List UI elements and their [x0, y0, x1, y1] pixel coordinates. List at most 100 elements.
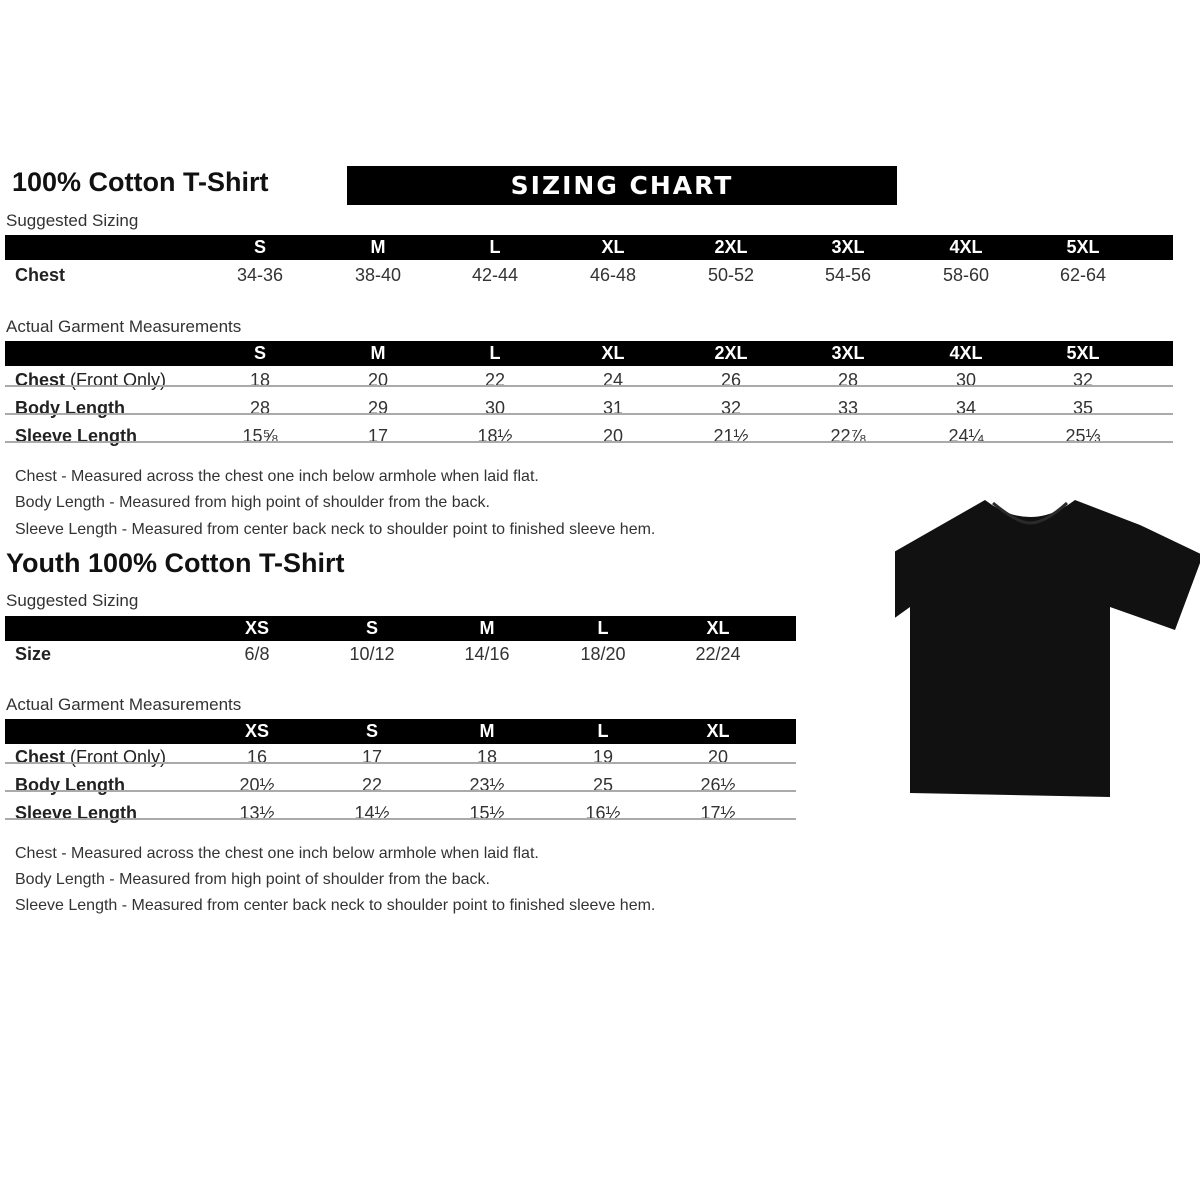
size-header-bar: S M L XL 2XL 3XL 4XL 5XL — [5, 341, 1173, 366]
table-cell: 25⅓ — [1065, 426, 1101, 446]
adult-note-body: Body Length - Measured from high point o… — [15, 494, 490, 511]
table-cell: 17 — [361, 747, 383, 767]
table-cell: 31 — [602, 398, 624, 418]
table-cell: 6/8 — [244, 644, 270, 664]
table-cell: 22 — [361, 775, 383, 795]
row-label-text: Sleeve Length — [15, 803, 138, 823]
table-cell: 13½ — [239, 803, 275, 823]
tshirt-image — [895, 500, 1200, 797]
size-header-bar: S M L XL 2XL 3XL 4XL 5XL — [5, 235, 1173, 260]
table-cell: 17½ — [700, 803, 736, 823]
table-cell: 35 — [1072, 398, 1094, 418]
adult-note-chest: Chest - Measured across the chest one in… — [15, 468, 539, 485]
size-header-l: L — [489, 343, 501, 363]
row-label-text: Body Length — [15, 775, 125, 795]
table-cell: 20 — [367, 370, 389, 390]
row-divider — [5, 385, 1173, 387]
adult-note-sleeve: Sleeve Length - Measured from center bac… — [15, 521, 656, 538]
size-header-m: M — [370, 237, 386, 257]
row-divider — [5, 818, 796, 820]
table-cell: 20 — [602, 426, 624, 446]
size-header-bar: XS S M L XL — [5, 719, 796, 744]
size-header-l: L — [489, 237, 501, 257]
table-cell: 42-44 — [471, 265, 519, 285]
size-header-m: M — [370, 343, 386, 363]
table-cell: 34 — [955, 398, 977, 418]
size-header-xl: XL — [601, 237, 625, 257]
row-label-text: Chest — [15, 747, 66, 767]
size-header-bar: XS S M L XL — [5, 616, 796, 641]
table-cell: 17 — [367, 426, 389, 446]
table-cell: 19 — [592, 747, 614, 767]
table-cell: 32 — [720, 398, 742, 418]
size-header-3xl: 3XL — [831, 237, 865, 257]
size-header-l: L — [597, 721, 609, 741]
table-cell: 24¼ — [948, 426, 984, 446]
row-label-text: Sleeve Length — [15, 426, 138, 446]
table-cell: 32 — [1072, 370, 1094, 390]
row-label: Chest — [15, 265, 65, 286]
sizing-chart-banner: SIZING CHART — [347, 166, 897, 205]
row-label-extra: (Front Only) — [65, 370, 167, 390]
table-cell: 26½ — [700, 775, 736, 795]
row-label: Sleeve Length — [15, 803, 137, 824]
table-cell: 50-52 — [707, 265, 755, 285]
table-cell: 23½ — [469, 775, 505, 795]
table-cell: 22 — [484, 370, 506, 390]
row-divider — [5, 790, 796, 792]
table-cell: 28 — [837, 370, 859, 390]
row-label-text: Chest — [15, 265, 66, 285]
size-header-s: S — [365, 721, 379, 741]
adult-actual-label: Actual Garment Measurements — [6, 317, 242, 336]
youth-title: Youth 100% Cotton T-Shirt — [6, 548, 345, 578]
size-header-xs: XS — [244, 721, 270, 741]
size-header-4xl: 4XL — [949, 343, 983, 363]
table-cell: 28 — [249, 398, 271, 418]
table-cell: 20½ — [239, 775, 275, 795]
youth-actual-label: Actual Garment Measurements — [6, 695, 242, 714]
table-cell: 16 — [246, 747, 268, 767]
row-label-extra: (Front Only) — [65, 747, 167, 767]
table-cell: 25 — [592, 775, 614, 795]
table-cell: 33 — [837, 398, 859, 418]
size-header-xl: XL — [601, 343, 625, 363]
size-header-xs: XS — [244, 618, 270, 638]
youth-suggested-label: Suggested Sizing — [6, 591, 139, 610]
table-cell: 15½ — [469, 803, 505, 823]
row-label-text: Size — [15, 644, 52, 664]
size-header-xl: XL — [706, 618, 730, 638]
table-cell: 14/16 — [464, 644, 510, 664]
size-header-m: M — [479, 721, 495, 741]
table-cell: 34-36 — [236, 265, 284, 285]
table-cell: 58-60 — [942, 265, 990, 285]
row-divider — [5, 762, 796, 764]
table-cell: 38-40 — [354, 265, 402, 285]
table-cell: 18 — [249, 370, 271, 390]
size-header-3xl: 3XL — [831, 343, 865, 363]
row-divider — [5, 413, 1173, 415]
table-cell: 16½ — [585, 803, 621, 823]
youth-note-chest: Chest - Measured across the chest one in… — [15, 845, 539, 862]
adult-title: 100% Cotton T-Shirt — [12, 167, 269, 197]
table-cell: 24 — [602, 370, 624, 390]
row-label: Body Length — [15, 398, 125, 419]
table-cell: 10/12 — [349, 644, 395, 664]
size-header-2xl: 2XL — [714, 237, 748, 257]
size-header-s: S — [365, 618, 379, 638]
table-cell: 18 — [476, 747, 498, 767]
table-cell: 54-56 — [824, 265, 872, 285]
table-cell: 22⅞ — [830, 426, 866, 446]
row-label: Body Length — [15, 775, 125, 796]
table-cell: 18/20 — [580, 644, 626, 664]
youth-note-sleeve: Sleeve Length - Measured from center bac… — [15, 897, 656, 914]
table-cell: 21½ — [713, 426, 749, 446]
table-cell: 62-64 — [1059, 265, 1107, 285]
size-header-l: L — [597, 618, 609, 638]
row-label-text: Chest — [15, 370, 66, 390]
size-header-xl: XL — [706, 721, 730, 741]
table-cell: 46-48 — [589, 265, 637, 285]
table-cell: 22/24 — [695, 644, 741, 664]
table-cell: 18½ — [477, 426, 513, 446]
row-label: Chest (Front Only) — [15, 370, 166, 391]
table-cell: 15⅝ — [242, 426, 278, 446]
